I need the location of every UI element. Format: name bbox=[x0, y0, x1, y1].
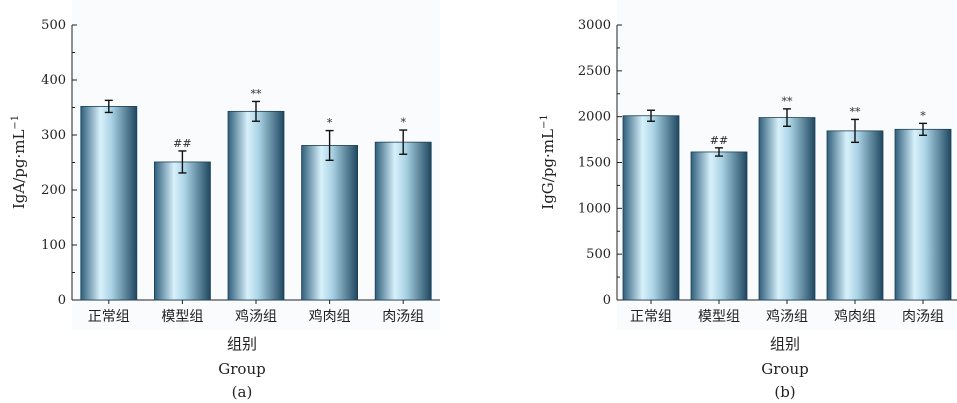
chart-panel-b: 050010001500200025003000 ##**** * 正常组 模型组鸡… bbox=[539, 0, 957, 401]
x-tick-label-b-2: 鸡汤组 bbox=[766, 308, 808, 325]
significance-mark-a-3: * bbox=[327, 117, 333, 130]
significance-mark-a-1: ## bbox=[173, 137, 191, 150]
x-tick-label-b-4: 肉汤组 bbox=[902, 309, 944, 325]
bar-a-2 bbox=[227, 110, 285, 301]
x-tick-label-b-0: 正常组 bbox=[630, 309, 672, 325]
y-tick-label-b: 1000 bbox=[578, 201, 611, 216]
significance-mark-b-2: ** bbox=[782, 95, 794, 108]
panel-caption-b: (b) bbox=[774, 383, 795, 401]
y-tick-label-b: 2000 bbox=[578, 110, 611, 125]
bar-b-4 bbox=[894, 128, 952, 301]
x-tick-label-a-3: 鸡肉组 bbox=[309, 308, 351, 325]
significance-mark-a-2: ** bbox=[251, 87, 263, 100]
y-tick-label-a: 500 bbox=[41, 18, 66, 33]
x-tick-label-b-1: 模型组 bbox=[698, 309, 740, 325]
y-tick-label-b: 3000 bbox=[578, 18, 611, 33]
y-tick-label-b: 1500 bbox=[578, 156, 611, 171]
bar-a-0 bbox=[80, 106, 138, 301]
bar-a-4 bbox=[374, 141, 432, 301]
x-axis-title-cn-b: 组别 bbox=[770, 335, 800, 353]
y-tick-label-a: 100 bbox=[41, 238, 66, 253]
y-tick-label-b: 500 bbox=[586, 247, 611, 262]
y-tick-label-a: 200 bbox=[41, 183, 66, 198]
x-axis-title-en-b: Group bbox=[761, 360, 808, 378]
significance-mark-b-4: * bbox=[920, 109, 926, 122]
x-axis-title-cn-a: 组别 bbox=[227, 335, 257, 353]
y-axis-title-a: IgA/pg·mL−1 bbox=[10, 115, 28, 209]
y-tick-label-a: 400 bbox=[41, 73, 66, 88]
y-tick-label-b: 2500 bbox=[578, 64, 611, 79]
x-tick-label-a-1: 模型组 bbox=[161, 309, 203, 325]
bar-b-0 bbox=[622, 115, 680, 301]
x-tick-label-b-3: 鸡肉组 bbox=[834, 308, 876, 325]
y-axis-title-b: IgG/pg·mL−1 bbox=[539, 114, 557, 209]
significance-mark-b-3: ** bbox=[850, 105, 862, 118]
bar-a-3 bbox=[301, 145, 359, 301]
x-tick-label-a-4: 肉汤组 bbox=[382, 309, 424, 325]
bar-b-3 bbox=[826, 130, 884, 301]
bar-b-1 bbox=[690, 151, 748, 301]
panel-caption-a: (a) bbox=[232, 383, 253, 401]
x-tick-label-a-0: 正常组 bbox=[88, 309, 130, 325]
y-tick-label-b: 0 bbox=[603, 293, 611, 308]
x-tick-label-a-2: 鸡汤组 bbox=[235, 308, 277, 325]
significance-mark-a-4: * bbox=[400, 116, 406, 129]
x-axis-title-en-a: Group bbox=[218, 360, 265, 378]
bar-a-1 bbox=[153, 161, 211, 301]
y-tick-label-a: 0 bbox=[58, 293, 66, 308]
bar-b-2 bbox=[758, 117, 816, 301]
y-tick-label-a: 300 bbox=[41, 128, 66, 143]
significance-mark-b-1: ## bbox=[710, 134, 728, 147]
